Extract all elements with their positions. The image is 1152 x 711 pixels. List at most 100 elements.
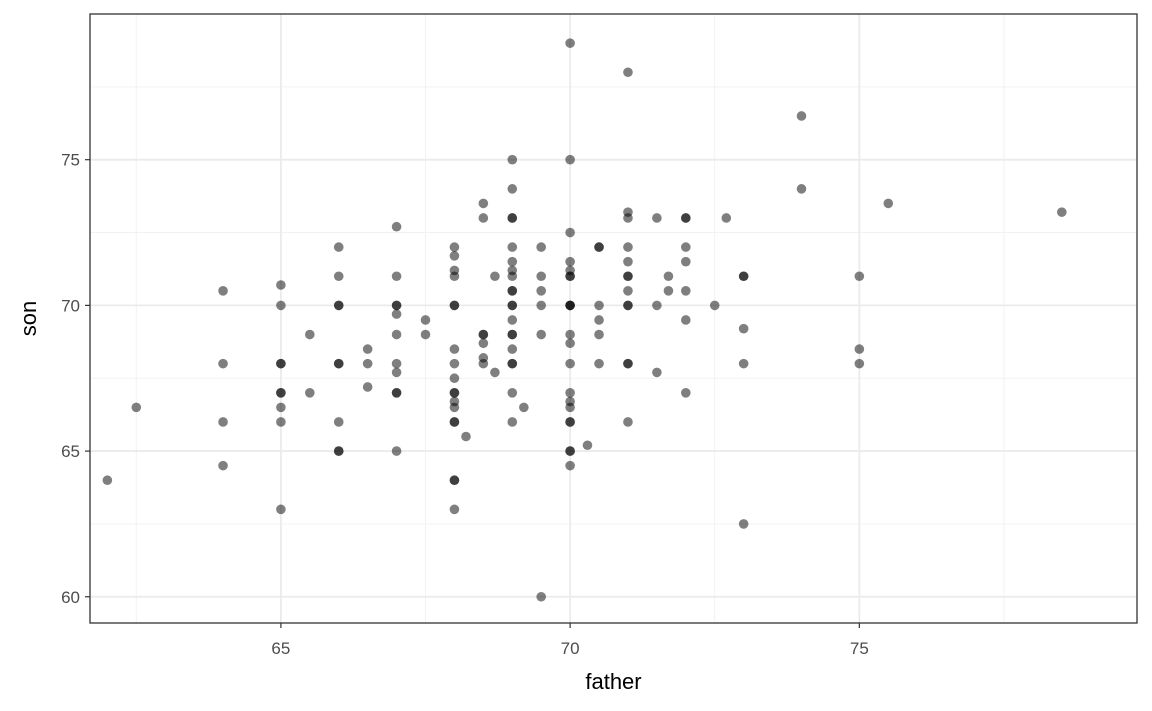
- data-point: [565, 446, 575, 456]
- data-point: [565, 402, 575, 413]
- data-point: [276, 417, 286, 427]
- data-point: [276, 280, 286, 290]
- data-point: [449, 504, 460, 515]
- x-tick-label: 65: [271, 639, 290, 658]
- data-point: [709, 300, 720, 311]
- data-point: [738, 519, 749, 529]
- data-point: [218, 460, 228, 471]
- data-point: [507, 286, 518, 296]
- data-point: [854, 344, 865, 354]
- data-point: [536, 271, 546, 282]
- data-point: [623, 417, 633, 427]
- data-point: [681, 286, 691, 296]
- data-point: [652, 213, 662, 223]
- data-point: [854, 271, 865, 282]
- data-point: [478, 198, 489, 209]
- data-point: [276, 504, 286, 515]
- data-point: [449, 475, 460, 486]
- data-point: [507, 154, 518, 165]
- data-point: [565, 271, 575, 282]
- data-point: [391, 309, 402, 319]
- data-point: [449, 271, 460, 282]
- data-point: [131, 402, 142, 413]
- data-point: [652, 300, 662, 311]
- data-point: [449, 251, 460, 261]
- data-point: [738, 271, 749, 282]
- data-point: [420, 329, 431, 340]
- data-point: [594, 300, 604, 311]
- data-point: [507, 329, 518, 340]
- data-point: [276, 358, 286, 369]
- data-point: [478, 358, 489, 369]
- data-point: [507, 242, 518, 252]
- data-point: [391, 446, 402, 456]
- grid-layer: [90, 14, 1137, 623]
- data-point: [333, 358, 344, 369]
- data-point: [449, 344, 460, 354]
- data-point: [623, 271, 633, 282]
- data-point: [391, 271, 402, 282]
- data-point: [305, 388, 315, 398]
- data-point: [276, 402, 286, 413]
- data-point: [681, 256, 691, 267]
- data-point: [681, 315, 691, 325]
- data-point: [623, 242, 633, 252]
- data-point: [565, 300, 575, 311]
- data-point: [449, 373, 460, 384]
- data-point: [565, 460, 575, 471]
- data-point: [391, 388, 402, 398]
- data-point: [565, 256, 575, 267]
- data-point: [478, 329, 489, 340]
- data-point: [721, 213, 732, 223]
- data-point: [507, 271, 518, 282]
- data-point: [333, 242, 344, 252]
- data-point: [305, 329, 315, 340]
- y-tick-label: 75: [61, 151, 80, 170]
- data-point: [333, 417, 344, 427]
- data-point: [519, 402, 529, 413]
- data-point: [565, 417, 575, 427]
- data-point: [391, 367, 402, 378]
- data-point: [565, 329, 575, 340]
- x-tick-label: 70: [561, 639, 580, 658]
- data-point: [362, 344, 373, 354]
- data-point: [623, 286, 633, 296]
- data-point: [594, 242, 604, 252]
- data-point: [623, 256, 633, 267]
- data-point: [449, 358, 460, 369]
- data-point: [507, 388, 518, 398]
- x-axis-title: father: [585, 669, 641, 694]
- data-point: [391, 329, 402, 340]
- data-point: [623, 213, 633, 223]
- data-point: [218, 417, 228, 427]
- data-point: [507, 344, 518, 354]
- data-point: [420, 315, 431, 325]
- y-tick-label: 65: [61, 442, 80, 461]
- x-tick-label: 75: [850, 639, 869, 658]
- data-point: [738, 323, 749, 334]
- y-axis-title: son: [16, 301, 41, 336]
- data-point: [623, 358, 633, 369]
- data-point: [738, 358, 749, 369]
- axes-layer: 65 70 75 60 65 70 75: [61, 151, 869, 658]
- data-point: [391, 300, 402, 311]
- data-point: [565, 154, 575, 165]
- data-point: [536, 242, 546, 252]
- data-point: [536, 329, 546, 340]
- data-point: [449, 417, 460, 427]
- data-point: [333, 446, 344, 456]
- data-point: [623, 67, 633, 78]
- data-point: [507, 213, 518, 223]
- data-point: [536, 591, 546, 602]
- data-point: [796, 111, 807, 121]
- data-point: [594, 329, 604, 340]
- data-point: [507, 315, 518, 325]
- data-point: [449, 402, 460, 413]
- data-point: [333, 300, 344, 311]
- data-point: [681, 388, 691, 398]
- data-point: [478, 213, 489, 223]
- data-point: [854, 358, 865, 369]
- data-point: [218, 358, 228, 369]
